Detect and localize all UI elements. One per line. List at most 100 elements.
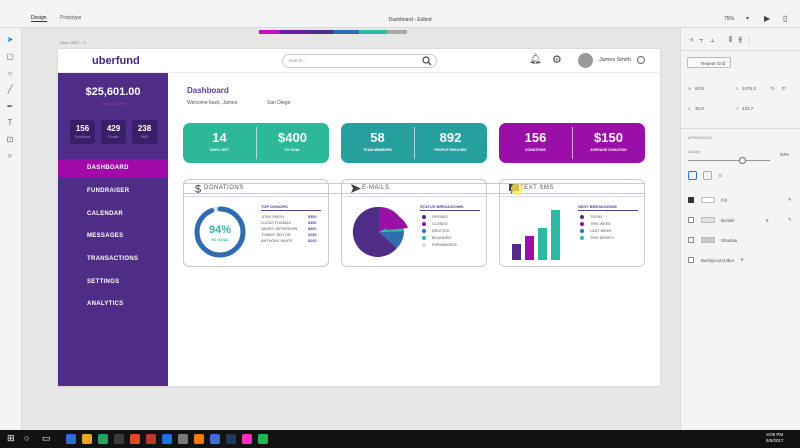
app-header: uberfund search... 🔔︎ ⚙ James Smith: [58, 49, 660, 73]
shadow-swatch[interactable]: [701, 237, 715, 243]
stat-label: SMS: [140, 135, 149, 139]
artboard-label[interactable]: Uber 1920 – 1: [60, 40, 86, 45]
shadow-checkbox[interactable]: [688, 237, 694, 243]
rotate-icon[interactable]: ↻: [771, 86, 775, 91]
app-icon[interactable]: [146, 434, 156, 444]
text-tool-icon[interactable]: T: [7, 118, 13, 127]
legend-dot: [422, 215, 426, 219]
fill-checkbox[interactable]: [688, 197, 694, 203]
search-icon[interactable]: [422, 56, 432, 66]
tab-design[interactable]: Design: [31, 15, 47, 22]
nav-item-settings[interactable]: SETTINGS: [87, 279, 120, 285]
eyedropper-icon[interactable]: ✎: [788, 197, 792, 202]
search-icon[interactable]: ○: [24, 433, 30, 443]
kpi-value: $400: [278, 130, 307, 145]
chevron-down-icon[interactable]: ▾: [741, 257, 744, 262]
app-icon[interactable]: [210, 434, 220, 444]
app-icon[interactable]: [162, 434, 172, 444]
chrome-icon[interactable]: [98, 434, 108, 444]
kpi-label: PEOPLE REACHED: [434, 148, 467, 152]
send-icon: [351, 184, 361, 193]
artboard-tool-icon[interactable]: ⊡: [6, 135, 14, 144]
stat-value: 156: [75, 124, 90, 133]
corner-radius-field[interactable]: 0: [719, 173, 722, 178]
kpi-label: DONATIONS: [525, 148, 546, 152]
spotify-icon[interactable]: [258, 434, 268, 444]
repeat-grid-button[interactable]: Repeat Grid: [687, 57, 731, 68]
line-tool-icon[interactable]: ╱: [7, 85, 13, 94]
nav-item-transactions[interactable]: TRANSACTIONS: [87, 256, 139, 262]
palette-swatch: [279, 30, 307, 34]
legend-label: THIS MONTH: [590, 236, 614, 240]
firefox-icon[interactable]: [194, 434, 204, 444]
y-field[interactable]: 422.7: [742, 106, 754, 111]
welcome-text: Welcome back, James: [187, 100, 238, 106]
app-icon[interactable]: [114, 434, 124, 444]
filezilla-icon[interactable]: [130, 434, 140, 444]
nav-item-analytics[interactable]: ANALYTICS: [87, 301, 124, 307]
search-input[interactable]: search...: [282, 54, 437, 68]
chevron-down-icon[interactable]: ▾: [746, 16, 750, 22]
height-field[interactable]: 30.8: [695, 106, 704, 111]
card-header: E-MAILS: [342, 180, 486, 197]
select-tool-icon[interactable]: ➤: [6, 35, 14, 44]
zoom-level[interactable]: 75%: [724, 16, 735, 22]
user-name[interactable]: James Smith: [599, 57, 631, 63]
legend-dot: [580, 222, 584, 226]
task-view-icon[interactable]: ▭: [42, 433, 51, 443]
kpi-card-goal[interactable]: 14 DAYS LEFT $400 TO GOAL: [183, 123, 329, 163]
eyedropper-icon[interactable]: ✎: [788, 217, 792, 222]
zoom-tool-icon[interactable]: ⌕: [7, 151, 13, 160]
opacity-value[interactable]: 64%: [780, 152, 790, 157]
play-icon[interactable]: ▶: [764, 14, 771, 23]
avatar[interactable]: [578, 53, 593, 68]
nav-item-calendar[interactable]: CALENDAR: [87, 211, 124, 217]
nav-item-messages[interactable]: MESSAGES: [87, 233, 124, 239]
palette-swatch: [259, 30, 279, 34]
app-icon[interactable]: [178, 434, 188, 444]
align-icons[interactable]: ⫞⫟⫠ ⫴⫵⫶: [689, 35, 756, 44]
windows-start-icon[interactable]: ⊞: [7, 433, 15, 443]
tab-prototype[interactable]: Prototype: [60, 15, 82, 21]
gear-icon[interactable]: ⚙: [552, 54, 562, 66]
kpi-card-donations[interactable]: 156 DONATIONS $150 AVERAGE DONATION: [499, 123, 645, 163]
corner-uniform-icon[interactable]: [688, 171, 697, 180]
status-indicator: [637, 56, 645, 64]
dollar-icon: $: [195, 184, 201, 195]
legend-dot: [422, 222, 426, 226]
edge-icon[interactable]: [66, 434, 76, 444]
bell-icon[interactable]: 🔔︎: [529, 54, 542, 65]
kpi-label: TO GOAL: [284, 148, 301, 152]
kpi-card-team[interactable]: 58 TEAM MEMBERS 892 PEOPLE REACHED: [341, 123, 487, 163]
xd-top-bar: Design Prototype Dashboard - Edited 75% …: [0, 0, 800, 28]
xd-icon[interactable]: [242, 434, 252, 444]
selection-guide: [183, 183, 645, 184]
legend-label: CLOSED: [432, 222, 448, 226]
explorer-icon[interactable]: [82, 434, 92, 444]
opacity-slider[interactable]: [688, 160, 770, 161]
border-checkbox[interactable]: [688, 217, 694, 223]
mobile-preview-icon[interactable]: ▯: [783, 14, 788, 23]
card-title: TEXT SMS: [520, 185, 554, 191]
logo[interactable]: uberfund: [92, 55, 140, 67]
opacity-slider-handle[interactable]: [739, 157, 746, 164]
ellipse-tool-icon[interactable]: ○: [7, 69, 13, 78]
cursor-highlight: [511, 183, 523, 195]
border-width-field[interactable]: 5: [766, 218, 769, 223]
rectangle-tool-icon[interactable]: ▢: [6, 52, 14, 61]
background-blur-checkbox[interactable]: [688, 257, 694, 263]
pen-tool-icon[interactable]: ✒: [6, 102, 14, 111]
nav-item-dashboard[interactable]: DASHBOARD: [58, 159, 168, 178]
nav-item-fundraiser[interactable]: FUNDRAISER: [87, 188, 130, 194]
corner-individual-icon[interactable]: [703, 171, 712, 180]
x-field[interactable]: 1476.3: [742, 86, 756, 91]
width-field[interactable]: 80.8: [695, 86, 704, 91]
border-swatch[interactable]: [701, 217, 715, 223]
selection-guide: [183, 193, 645, 194]
rotation-field[interactable]: 0°: [782, 86, 787, 91]
photoshop-icon[interactable]: [226, 434, 236, 444]
kpi-divider: [572, 127, 573, 159]
background-blur-label[interactable]: Background Blur: [701, 258, 735, 263]
clock[interactable]: 8:05 PM 5/5/2017: [766, 432, 784, 444]
fill-swatch[interactable]: [701, 197, 715, 203]
